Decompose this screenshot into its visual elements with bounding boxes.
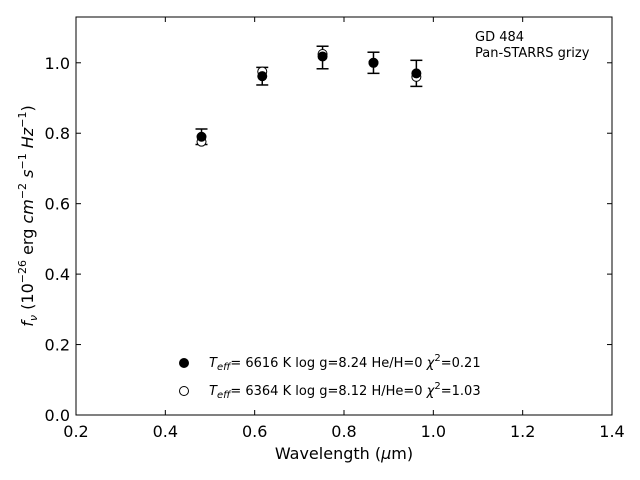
x-axis-label: Wavelength (μm) [275,444,413,463]
legend-marker-filled [179,358,189,368]
x-tick-label: 1.0 [421,422,446,441]
x-tick-label: 0.2 [63,422,88,441]
filled-circle-point [257,71,268,82]
filled-circle-point [368,57,379,68]
annotation-object: GD 484 [475,30,524,45]
legend-entry-2: Teff= 6364 K log g=8.12 H/He=0 χ2=1.03 [209,381,481,401]
y-axis-label: fν (10−26 erg cm−2 s−1 Hz−1) [16,105,40,326]
x-tick-label: 1.4 [599,422,624,441]
axis-ticks: 0.2 0.4 0.6 0.8 1.0 1.2 1.40.00.20.40.60.81.0 [45,17,625,441]
legend: Teff= 6616 K log g=8.24 He/H=0 χ2=0.21 T… [179,353,481,401]
y-tick-label: 0.2 [45,336,70,355]
y-tick-label: 0.6 [45,195,70,214]
x-tick-label: 1.2 [510,422,535,441]
y-tick-label: 1.0 [45,54,70,73]
legend-entry-1: Teff= 6616 K log g=8.24 He/H=0 χ2=0.21 [209,353,481,373]
x-tick-label: 0.4 [153,422,178,441]
y-tick-label: 0.4 [45,265,70,284]
filled-circle-point [411,68,422,79]
y-tick-label: 0.0 [45,406,70,425]
x-tick-label: 0.6 [242,422,267,441]
y-tick-label: 0.8 [45,124,70,143]
filled-circle-point [196,131,207,142]
x-tick-label: 0.8 [331,422,356,441]
data-points [195,45,423,147]
filled-circle-point [317,51,328,62]
legend-marker-open [179,386,189,396]
annotation-survey: Pan-STARRS grizy [475,46,590,61]
